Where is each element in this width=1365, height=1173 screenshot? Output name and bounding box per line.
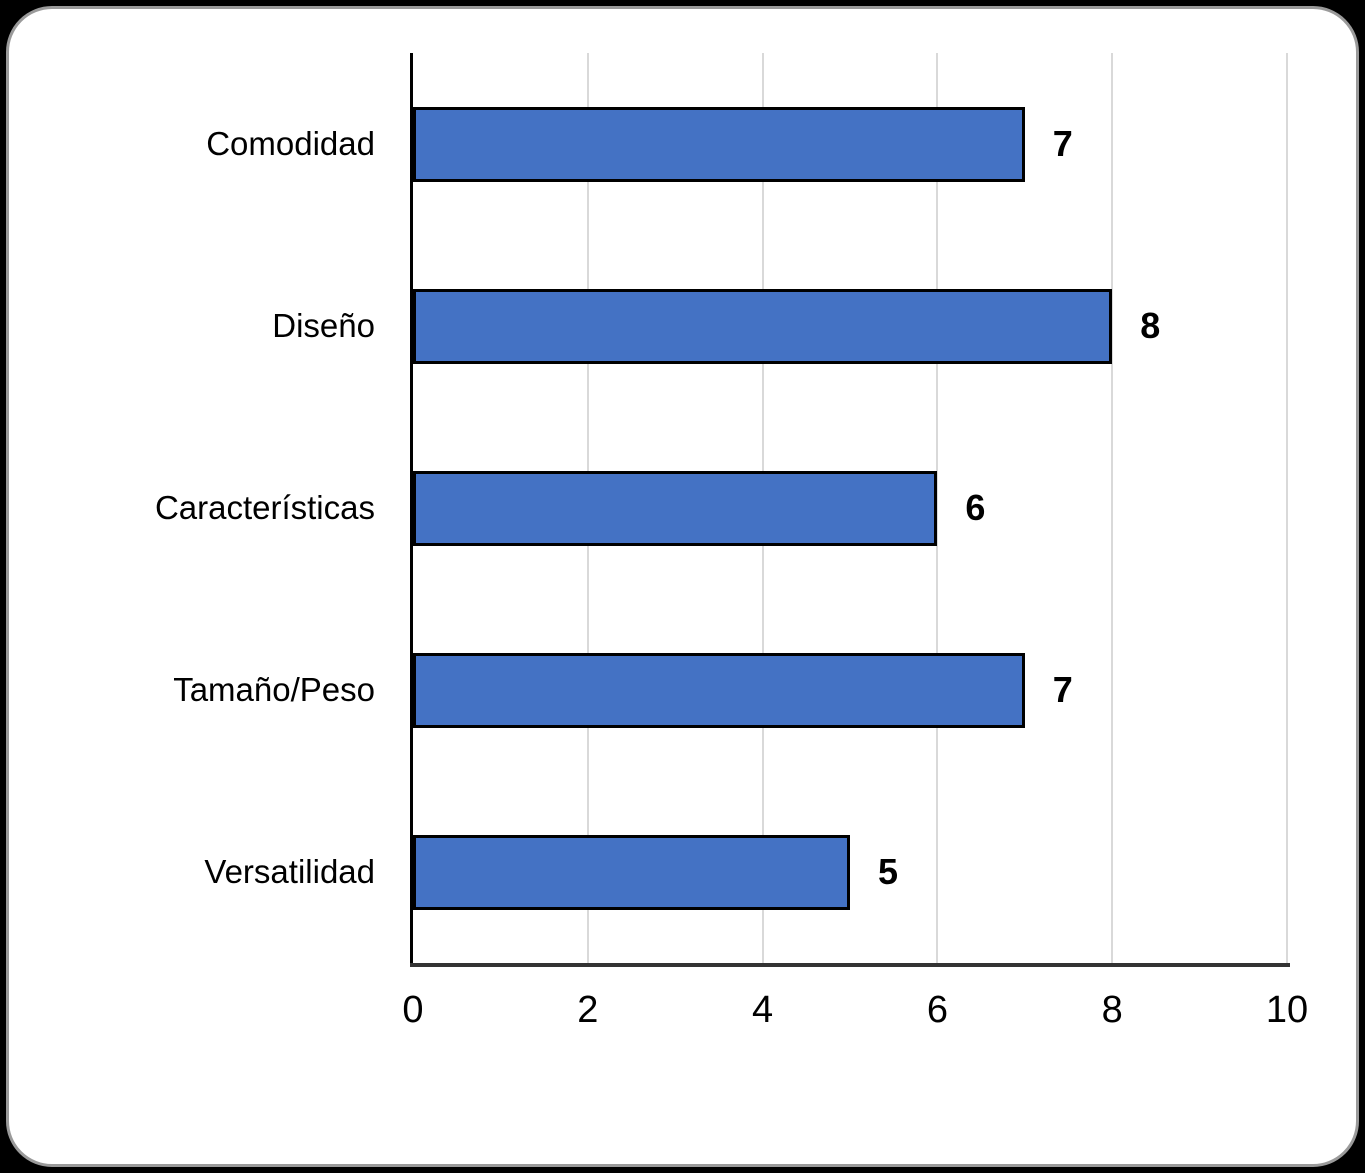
x-tick-label: 4 — [752, 989, 774, 1031]
x-tick-label: 2 — [577, 989, 599, 1031]
x-tick-label: 0 — [402, 989, 424, 1031]
category-label: Versatilidad — [204, 853, 375, 890]
category-label: Tamaño/Peso — [173, 671, 375, 708]
chart-card — [6, 6, 1359, 1167]
bar-comodidad — [413, 106, 1025, 182]
value-label: 7 — [1052, 123, 1073, 164]
bar-tama-o-peso — [413, 652, 1025, 728]
value-label: 8 — [1140, 305, 1161, 346]
bar-versatilidad — [413, 834, 850, 910]
value-label: 7 — [1052, 669, 1073, 710]
bar-caracter-sticas — [413, 470, 938, 546]
x-tick-label: 8 — [1101, 989, 1123, 1031]
y-axis-line — [410, 53, 413, 967]
gridline — [1111, 53, 1114, 963]
gridline — [936, 53, 939, 963]
gridline — [1286, 53, 1288, 963]
x-tick-label: 10 — [1265, 989, 1309, 1031]
bar-dise-o — [413, 288, 1113, 364]
x-axis-line — [410, 963, 1290, 967]
category-label: Características — [154, 489, 375, 526]
category-label: Comodidad — [206, 125, 375, 162]
x-tick-label: 6 — [926, 989, 948, 1031]
plot-area — [413, 53, 1288, 963]
value-label: 6 — [965, 487, 986, 528]
category-label: Diseño — [272, 307, 375, 344]
value-label: 5 — [878, 851, 899, 892]
